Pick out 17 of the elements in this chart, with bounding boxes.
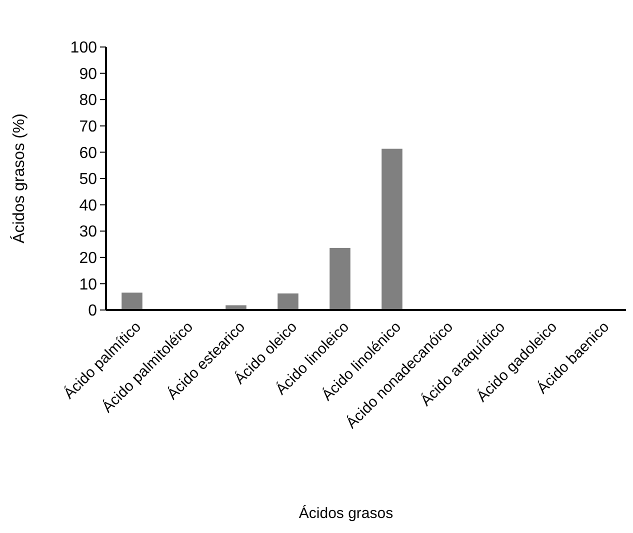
y-tick-label: 10 <box>79 276 98 294</box>
bar <box>278 293 298 310</box>
bar <box>382 148 402 310</box>
y-tick-label: 60 <box>79 144 98 162</box>
x-axis-title: Ácidos grasos <box>298 504 394 522</box>
bar <box>122 292 142 310</box>
y-tick-label: 40 <box>79 197 98 214</box>
y-tick-label: 0 <box>88 302 98 320</box>
bar <box>330 248 350 310</box>
y-tick-label: 20 <box>79 250 98 267</box>
y-tick-label: 80 <box>79 92 98 110</box>
y-tick-label: 100 <box>70 40 98 57</box>
y-axis-title: Ácidos grasos (%) <box>10 114 28 244</box>
y-tick-label: 70 <box>79 118 98 136</box>
y-tick-label: 50 <box>79 171 98 188</box>
y-tick-label: 90 <box>79 66 98 83</box>
y-tick-label: 30 <box>79 224 98 241</box>
